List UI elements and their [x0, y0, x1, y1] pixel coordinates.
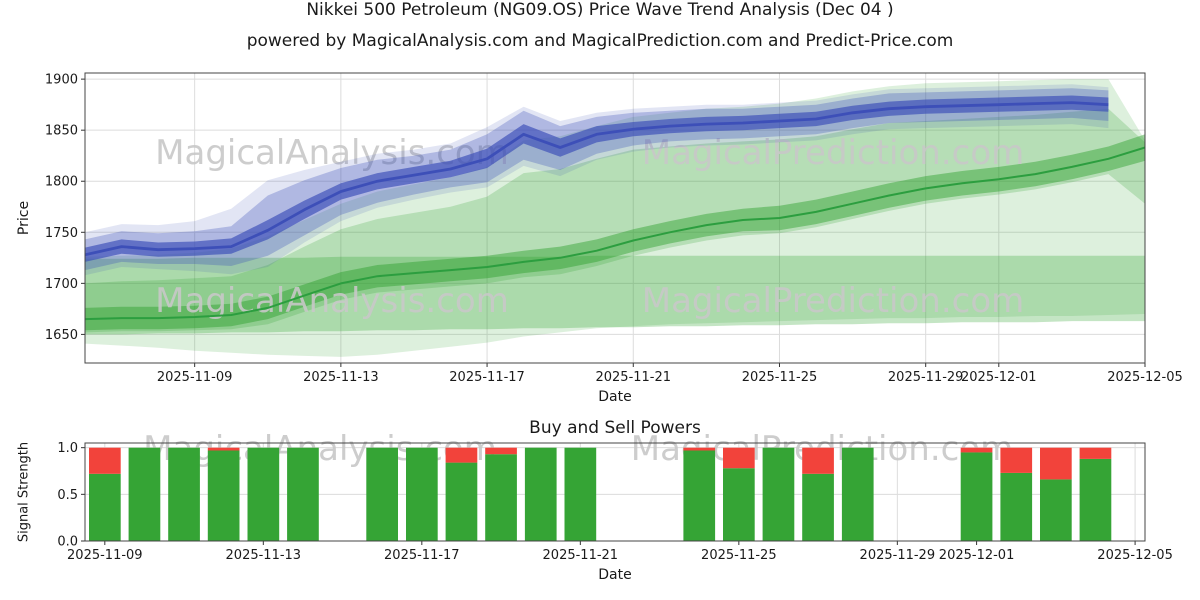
x-tick-label: 2025-11-21	[543, 548, 619, 563]
x-tick-label: 2025-11-17	[449, 370, 525, 385]
outer-green-fan	[85, 79, 1145, 357]
x-tick-label: 2025-11-09	[67, 548, 143, 563]
y-tick-label: 1850	[45, 124, 78, 139]
watermark-text: MagicalPrediction.com	[642, 133, 1025, 173]
signal-chart-title: Buy and Sell Powers	[529, 418, 701, 438]
buy-bar	[1000, 472, 1033, 541]
lines-group	[85, 101, 1145, 321]
sell-bar	[445, 447, 478, 463]
blue-inner-band	[85, 95, 1109, 262]
buy-bar	[247, 447, 280, 541]
buy-bar	[1040, 479, 1072, 541]
buy-bar	[841, 447, 874, 541]
y-tick-label: 0.5	[57, 488, 78, 503]
sell-bar	[89, 447, 121, 474]
buy-bar	[762, 447, 795, 541]
x-tick-label: 2025-11-29	[860, 548, 936, 563]
buy-bar	[128, 447, 161, 541]
x-tick-label: 2025-11-25	[701, 548, 777, 563]
y-tick-label: 1800	[45, 175, 78, 190]
buy-bar	[723, 468, 755, 541]
sell-bar	[1040, 447, 1072, 480]
trend-line	[85, 146, 1145, 321]
price-chart-watermarks: MagicalAnalysis.com MagicalPrediction.com…	[155, 133, 1024, 321]
y-tick-label: 1750	[45, 226, 78, 241]
buy-bar	[1079, 458, 1112, 541]
x-tick-label: 2025-11-21	[595, 370, 671, 385]
buy-bar	[445, 462, 478, 541]
y-tick-label: 1900	[45, 73, 78, 88]
buy-bar	[683, 450, 716, 541]
x-tick-label: 2025-12-01	[961, 370, 1037, 385]
figure-title-line1: Nikkei 500 Petroleum (NG09.OS) Price Wav…	[306, 0, 894, 20]
x-tick-label: 2025-12-01	[939, 548, 1015, 563]
signal-chart-ylabel: Signal Strength	[16, 441, 32, 543]
x-tick-label: 2025-11-09	[157, 370, 233, 385]
sell-bar	[683, 447, 716, 451]
buy-bar	[207, 450, 240, 541]
buy-bar	[406, 447, 438, 541]
blue-bands-group	[85, 84, 1109, 276]
x-tick-label: 2025-11-13	[226, 548, 302, 563]
y-tick-label: 1700	[45, 277, 78, 292]
mid-green-fan	[85, 108, 1145, 333]
x-tick-label: 2025-11-29	[888, 370, 964, 385]
buy-bar	[89, 473, 121, 541]
y-tick-label: 1.0	[57, 441, 78, 456]
x-tick-label: 2025-12-05	[1097, 548, 1173, 563]
plot-border	[84, 442, 1146, 542]
price-chart-ylabel: Price	[16, 200, 32, 236]
sell-bar	[1000, 447, 1033, 473]
watermark-text: MagicalAnalysis.com	[143, 429, 497, 469]
buy-bar	[960, 452, 993, 541]
price-chart-xlabel: Date	[598, 389, 632, 405]
x-tick-label: 2025-12-05	[1107, 370, 1183, 385]
watermark-text: MagicalAnalysis.com	[155, 281, 509, 321]
price-chart-axes: 2025-11-09 2025-11-13 2025-11-17 2025-11-21…	[45, 72, 1183, 385]
sell-bar	[802, 447, 834, 474]
plot-border	[84, 72, 1146, 364]
y-tick-label: 1650	[45, 328, 78, 343]
flat-green-band	[85, 255, 1145, 335]
sell-bar	[485, 447, 517, 455]
y-tick-label: 0.0	[57, 535, 78, 550]
buy-bar	[802, 473, 834, 541]
signal-chart-axes: 2025-11-09 2025-11-13 2025-11-17 2025-11-21…	[57, 441, 1173, 563]
buy-bar	[287, 447, 319, 541]
price-line	[85, 101, 1109, 257]
sell-bar	[1079, 447, 1112, 459]
buy-bar	[366, 447, 398, 541]
signal-chart-xlabel: Date	[598, 567, 632, 583]
buy-bar	[524, 447, 557, 541]
buy-bar	[485, 454, 517, 541]
x-tick-label: 2025-11-17	[384, 548, 460, 563]
x-tick-label: 2025-11-25	[742, 370, 818, 385]
blue-outest-band	[85, 84, 1109, 276]
buy-bar	[168, 447, 200, 541]
buy-bar	[564, 447, 597, 541]
bars-group	[89, 447, 1112, 541]
sell-bar	[723, 447, 755, 469]
sell-bar	[207, 447, 240, 451]
figure-title-line2: powered by MagicalAnalysis.com and Magic…	[246, 31, 954, 51]
watermark-text: MagicalPrediction.com	[642, 281, 1025, 321]
sell-bar	[960, 447, 993, 453]
x-tick-label: 2025-11-13	[303, 370, 379, 385]
